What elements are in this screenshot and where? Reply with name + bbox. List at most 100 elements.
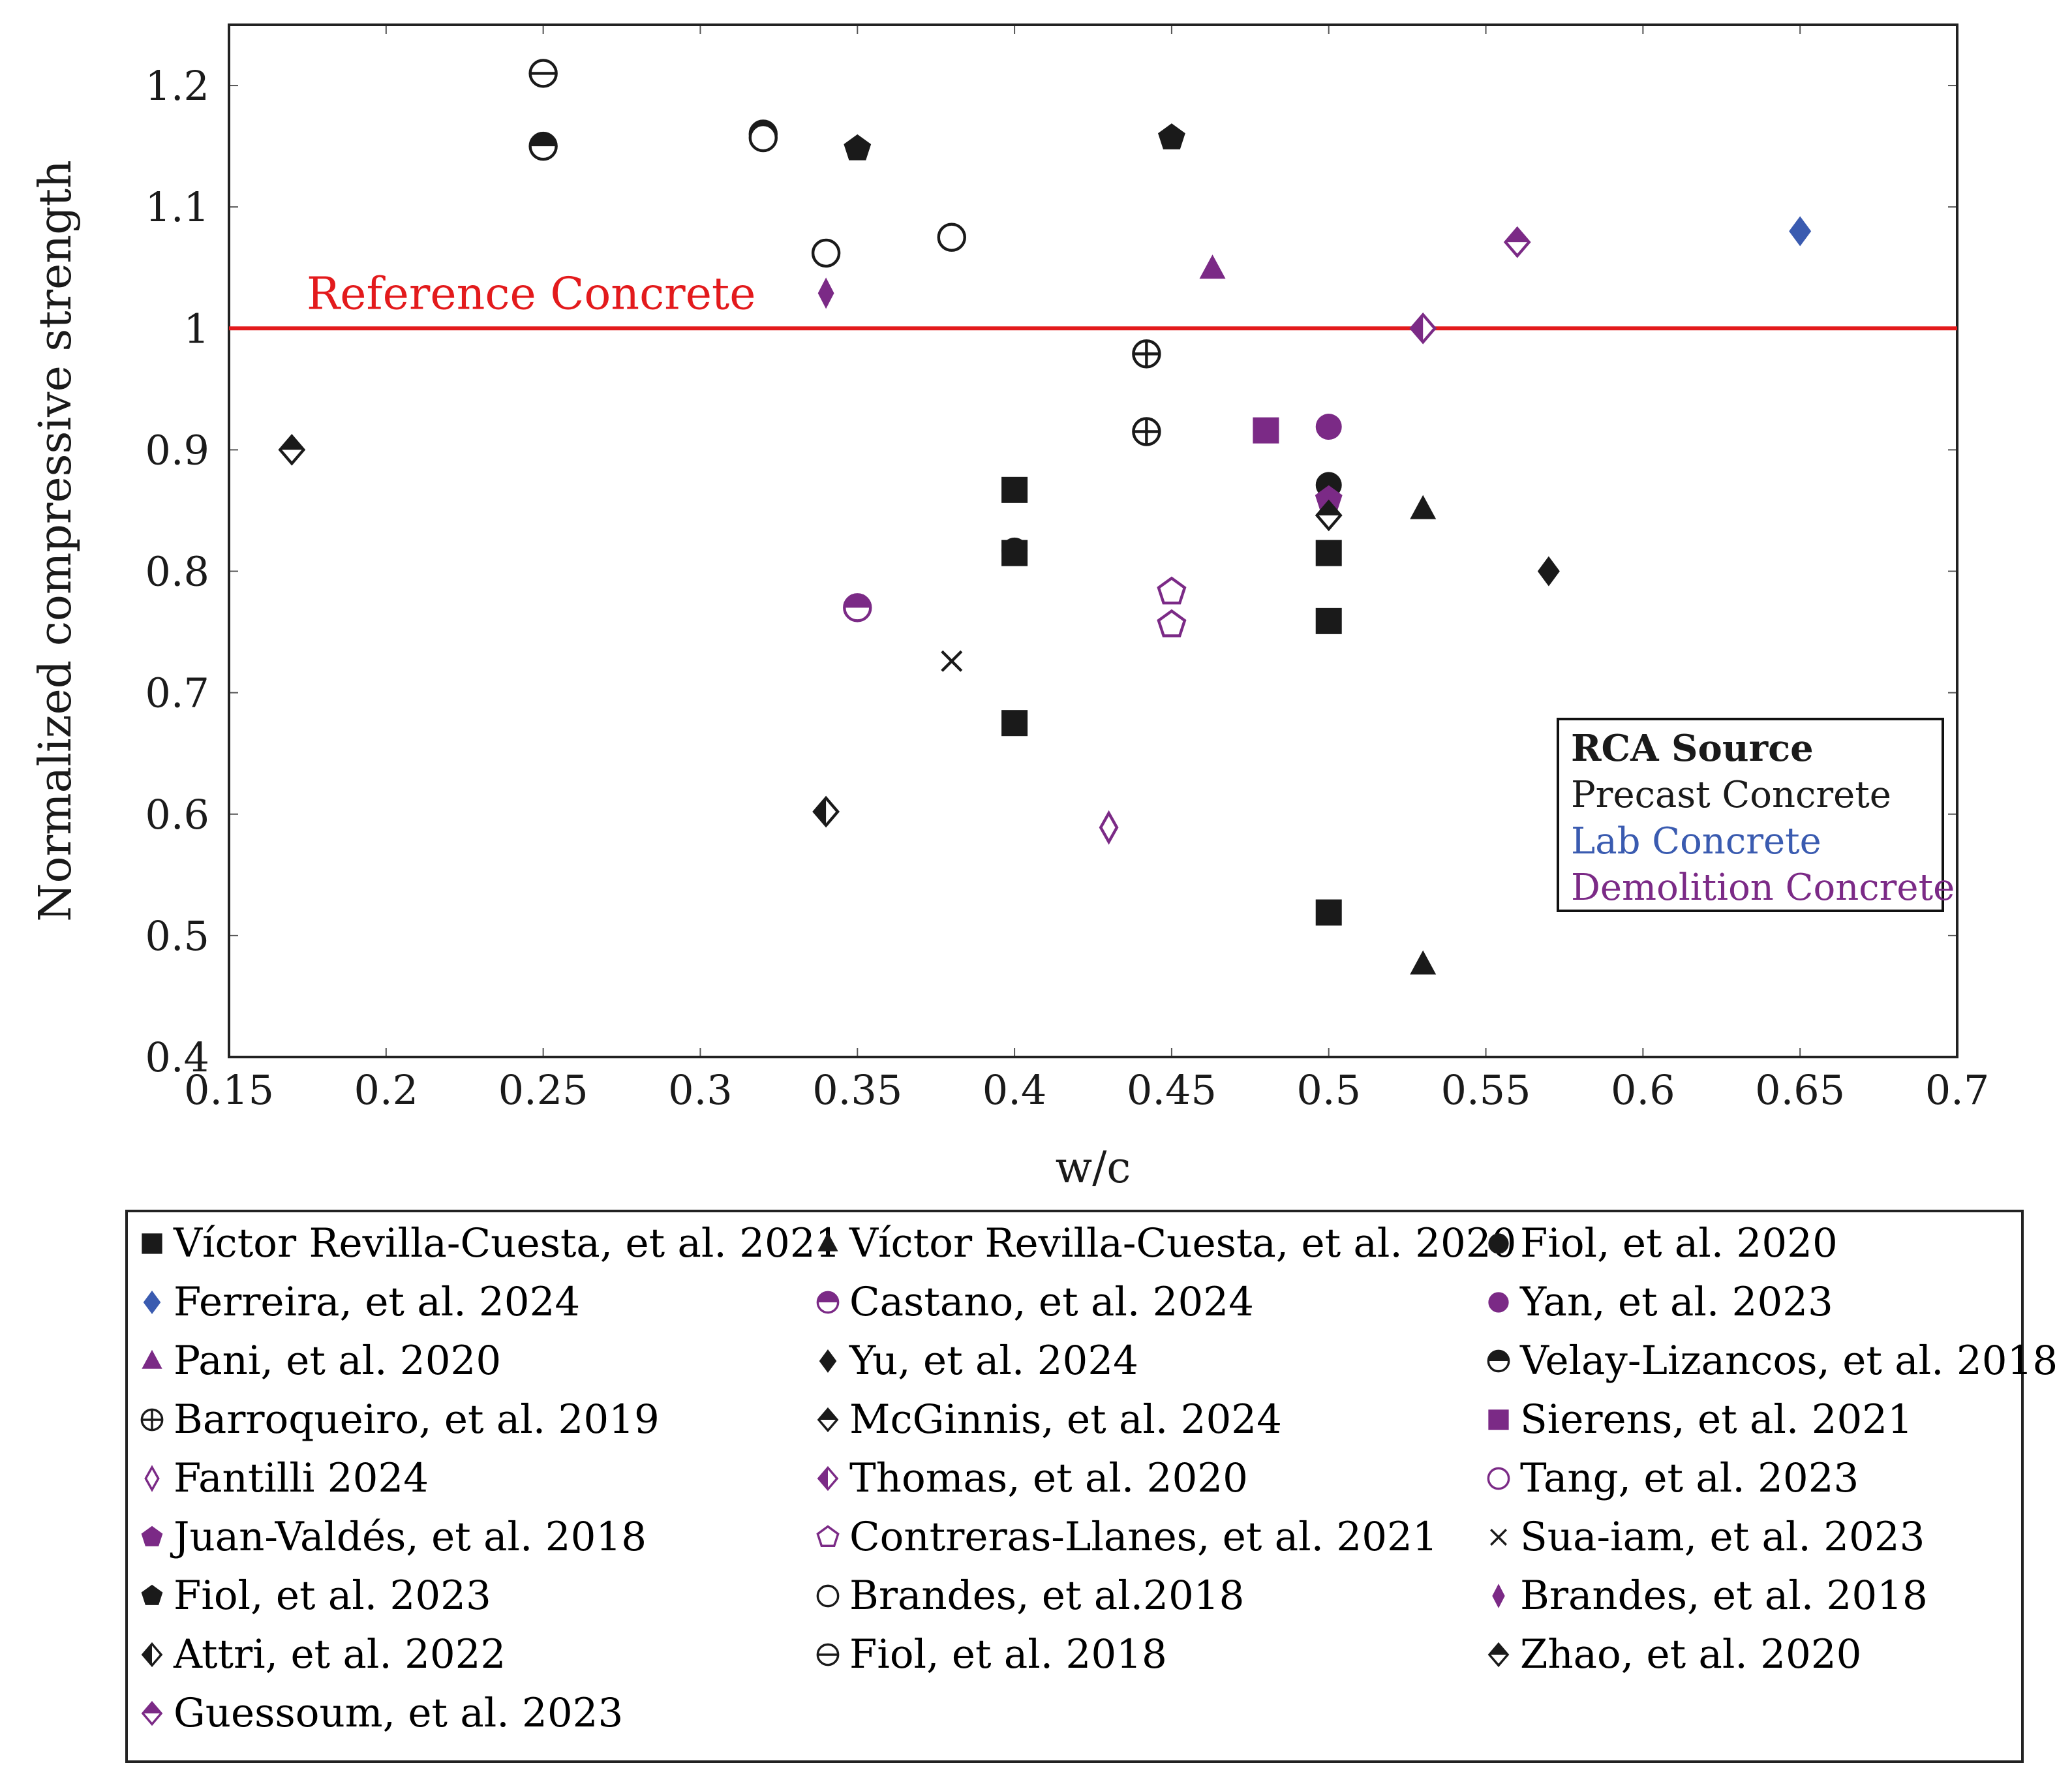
legend-marker	[1492, 1584, 1505, 1608]
legend-marker-icon	[817, 1232, 838, 1251]
data-point	[1503, 226, 1531, 258]
x-tick-label: 0.7	[1925, 1066, 1990, 1114]
legend-label: Víctor Revilla-Cuesta, et al. 2021	[174, 1220, 841, 1266]
x-tick-label: 0.55	[1441, 1066, 1531, 1114]
legend-entry: Sierens, et al. 2021	[1484, 1394, 1913, 1446]
legend-label: Contreras-Llanes, et al. 2021	[849, 1514, 1438, 1560]
data-point	[1158, 123, 1185, 149]
data-point	[844, 134, 872, 161]
legend-marker	[142, 1233, 162, 1254]
legend-entry: Barroqueiro, et al. 2019	[137, 1394, 660, 1446]
legend-marker-icon	[1488, 1233, 1509, 1254]
legend-entry: Contreras-Llanes, et al. 2021	[813, 1511, 1438, 1563]
data-point	[1410, 950, 1437, 975]
legend-entry: Víctor Revilla-Cuesta, et al. 2021	[137, 1218, 840, 1270]
legend-entry: Zhao, et al. 2020	[1484, 1629, 1861, 1681]
data-point	[1132, 339, 1161, 369]
legend-marker	[816, 1643, 840, 1666]
x-axis-label: w/c	[1056, 1142, 1131, 1193]
legend-label: Thomas, et al. 2020	[849, 1455, 1248, 1501]
legend-marker	[1487, 1467, 1510, 1490]
legend-marker-icon	[816, 1525, 840, 1547]
y-tick-label: 0.8	[145, 548, 209, 596]
legend-entry: Brandes, et al. 2018	[1484, 1570, 1928, 1622]
legend-label: Yan, et al. 2023	[1520, 1279, 1833, 1325]
x-tick-label: 0.45	[1127, 1066, 1217, 1114]
legend-label: Castano, et al. 2024	[849, 1279, 1254, 1325]
legend-label: Ferreira, et al. 2024	[174, 1279, 581, 1325]
legend-entry: Fiol, et al. 2023	[137, 1570, 491, 1622]
legend-marker-icon	[140, 1408, 164, 1432]
legend-label: Barroqueiro, et al. 2019	[174, 1396, 660, 1443]
legend-marker-icon	[819, 1349, 837, 1373]
rca-source-lab: Lab Concrete	[1571, 820, 1821, 863]
x-tick-label: 0.4	[983, 1066, 1047, 1114]
legend-entry: Brandes, et al.2018	[813, 1570, 1244, 1622]
y-tick-label: 1.1	[145, 183, 209, 231]
legend-marker	[1487, 1642, 1510, 1668]
legend-label: Juan-Valdés, et al. 2018	[174, 1514, 647, 1560]
data-point	[1001, 476, 1028, 503]
legend-marker	[816, 1584, 840, 1608]
data-point	[1315, 485, 1343, 512]
data-point	[941, 650, 963, 672]
data-point	[937, 222, 966, 252]
x-tick-label: 0.5	[1296, 1066, 1361, 1114]
data-point	[1157, 576, 1187, 605]
legend-label: McGinnis, et al. 2024	[849, 1396, 1282, 1443]
x-tick-label: 0.2	[354, 1066, 419, 1114]
legend-marker-icon	[817, 1465, 839, 1492]
legend-label: Fiol, et al. 2023	[174, 1572, 491, 1619]
x-tick-label: 0.6	[1611, 1066, 1675, 1114]
legend-marker-icon	[142, 1349, 162, 1369]
y-tick-label: 0.5	[145, 912, 209, 960]
legend-label: Sua-iam, et al. 2023	[1520, 1514, 1925, 1560]
legend-entry: McGinnis, et al. 2024	[813, 1394, 1282, 1446]
legend-marker	[817, 1407, 839, 1433]
legend-marker-icon	[1488, 1292, 1509, 1313]
legend-label: Velay-Lizancos, et al. 2018	[1520, 1338, 2058, 1384]
legend-marker-icon	[141, 1642, 163, 1668]
x-tick-label: 0.35	[812, 1066, 902, 1114]
legend-marker-icon	[1492, 1584, 1505, 1608]
legend-marker-icon	[1488, 1409, 1509, 1430]
data-point	[528, 131, 558, 161]
rca-source-title: RCA Source	[1571, 727, 1814, 770]
y-tick-label: 0.7	[145, 669, 209, 717]
legend-marker	[141, 1525, 163, 1546]
data-point	[748, 123, 778, 153]
y-tick-label: 0.9	[145, 426, 209, 474]
x-tick-label: 0.25	[498, 1066, 588, 1114]
data-point	[1315, 414, 1342, 440]
legend-entry: Guessoum, et al. 2023	[137, 1687, 623, 1740]
legend-entry: Víctor Revilla-Cuesta, et al. 2020	[813, 1218, 1516, 1270]
legend-marker-icon	[1490, 1529, 1507, 1546]
legend-marker-icon	[816, 1643, 840, 1666]
data-point	[1315, 540, 1342, 566]
data-point	[1789, 216, 1812, 247]
legend-marker-icon	[817, 1407, 839, 1433]
legend-entry: Fiol, et al. 2018	[813, 1629, 1167, 1681]
legend-marker	[1488, 1409, 1509, 1430]
reference-line-label: Reference Concrete	[307, 268, 756, 320]
data-point	[1537, 556, 1560, 587]
series-legend: Víctor Revilla-Cuesta, et al. 2021 Víctor…	[125, 1210, 2058, 1763]
scatter-chart: 0.15 0.2 0.25 0.3 0.35 0.4 0.45 0.5 0.55 0.6 0.65 0…	[30, 23, 1990, 1193]
legend-marker	[1487, 1349, 1510, 1373]
legend-marker-icon	[1487, 1349, 1510, 1373]
legend-label: Pani, et al. 2020	[174, 1338, 502, 1384]
data-point	[1001, 537, 1028, 564]
legend-label: Brandes, et al. 2018	[1520, 1572, 1928, 1619]
legend-entry: Thomas, et al. 2020	[813, 1452, 1248, 1505]
legend-label: Fantilli 2024	[174, 1455, 429, 1501]
data-point	[1315, 499, 1343, 532]
legend-entry: Attri, et al. 2022	[137, 1629, 506, 1681]
legend-marker	[141, 1584, 163, 1605]
legend-entry: Fantilli 2024	[137, 1452, 429, 1505]
x-tick-label: 0.3	[668, 1066, 733, 1114]
legend-marker	[1488, 1292, 1509, 1313]
legend-label: Fiol, et al. 2018	[849, 1631, 1167, 1678]
legend-marker	[140, 1408, 164, 1432]
legend-marker	[141, 1642, 163, 1668]
data-point	[1315, 899, 1342, 926]
